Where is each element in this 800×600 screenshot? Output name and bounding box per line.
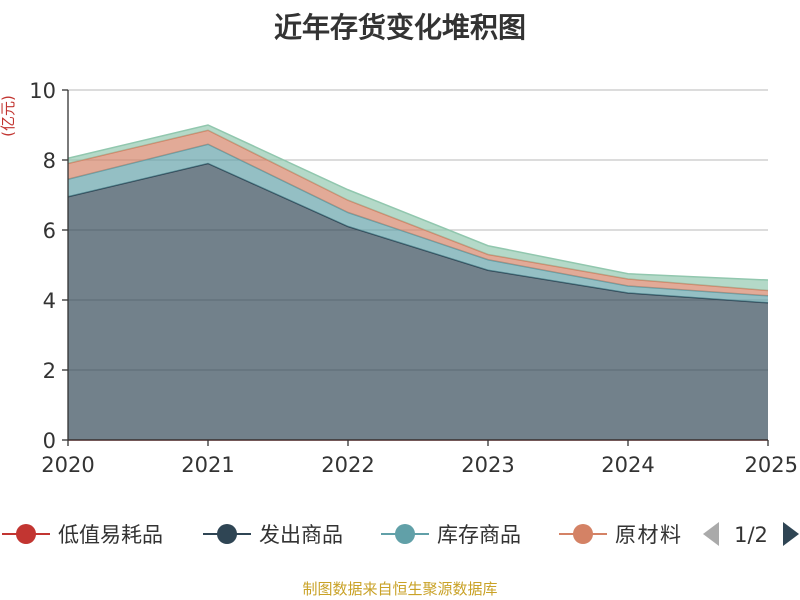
x-tick-label: 2025 [745,453,798,477]
legend-circle-icon [573,524,593,544]
area-series-1 [68,163,768,440]
legend-label: 库存商品 [437,523,521,547]
legend-item-0[interactable]: 低值易耗品 [2,523,163,547]
legend-label: 发出商品 [259,523,343,547]
y-axis-label: (亿元) [0,95,17,137]
x-tick-label: 2024 [601,453,654,477]
legend-pager: 1/2 [703,522,799,547]
tick-labels: 0 2 4 6 8 10 2020 2021 2022 2023 2024 2025 [29,79,798,477]
legend-item-1[interactable]: 发出商品 [203,523,343,547]
area-line-series-4 [67,124,769,281]
y-tick-label: 6 [43,219,56,243]
chart-title: 近年存货变化堆积图 [274,11,526,44]
y-tick-label: 0 [43,429,56,453]
y-tick-label: 8 [43,149,56,173]
x-tick-label: 2023 [461,453,514,477]
legend-item-3[interactable]: 原材料 [559,523,681,547]
source-footer: 制图数据来自恒生聚源数据库 [302,580,497,598]
legend-circle-icon [16,524,36,544]
legend-circle-icon [217,524,237,544]
x-tick-label: 2022 [321,453,374,477]
y-tick-label: 4 [43,289,56,313]
area-layers [67,124,769,441]
legend-item-2[interactable]: 库存商品 [381,523,521,547]
y-tick-label: 2 [43,359,56,383]
x-tick-label: 2020 [41,453,94,477]
legend: 低值易耗品 发出商品 库存商品 原材料 [2,523,681,547]
legend-label: 原材料 [615,523,681,547]
legend-circle-icon [395,524,415,544]
legend-page-indicator: 1/2 [734,523,768,547]
legend-next-arrow-icon[interactable] [783,522,799,546]
legend-prev-arrow-icon[interactable] [703,522,719,546]
y-tick-label: 10 [29,79,56,103]
legend-label: 低值易耗品 [58,523,163,547]
x-tick-label: 2021 [181,453,234,477]
axes [62,89,769,446]
